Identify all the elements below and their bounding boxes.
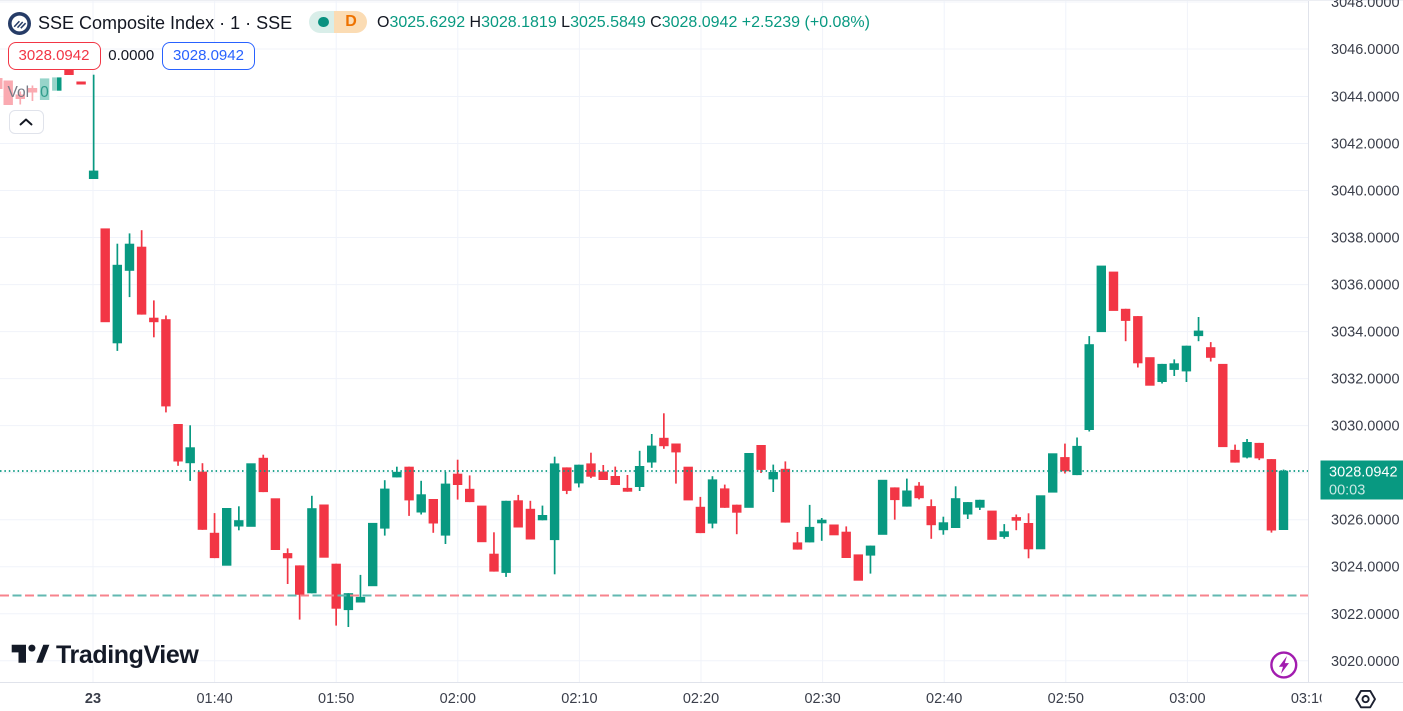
svg-text:3028.0942: 3028.0942: [1329, 465, 1398, 481]
svg-text:3046.0000: 3046.0000: [1331, 42, 1400, 58]
svg-text:02:50: 02:50: [1048, 691, 1084, 707]
svg-text:00:03: 00:03: [1329, 483, 1365, 499]
svg-text:02:40: 02:40: [926, 691, 962, 707]
svg-text:01:50: 01:50: [318, 691, 354, 707]
svg-text:3022.0000: 3022.0000: [1331, 607, 1400, 623]
svg-text:3048.0000: 3048.0000: [1331, 0, 1400, 11]
svg-text:02:10: 02:10: [561, 691, 597, 707]
svg-text:3034.0000: 3034.0000: [1331, 325, 1400, 341]
svg-text:3038.0000: 3038.0000: [1331, 231, 1400, 247]
svg-text:23: 23: [85, 691, 101, 707]
svg-text:3026.0000: 3026.0000: [1331, 513, 1400, 529]
svg-text:01:40: 01:40: [196, 691, 232, 707]
svg-text:02:30: 02:30: [804, 691, 840, 707]
svg-text:02:00: 02:00: [440, 691, 476, 707]
svg-text:03:00: 03:00: [1169, 691, 1205, 707]
svg-text:TradingView: TradingView: [56, 641, 199, 669]
svg-text:3036.0000: 3036.0000: [1331, 278, 1400, 294]
svg-text:3044.0000: 3044.0000: [1331, 90, 1400, 106]
svg-text:3020.0000: 3020.0000: [1331, 654, 1400, 670]
svg-text:3024.0000: 3024.0000: [1331, 560, 1400, 576]
svg-text:3042.0000: 3042.0000: [1331, 137, 1400, 153]
svg-text:3032.0000: 3032.0000: [1331, 372, 1400, 388]
svg-text:03:10: 03:10: [1291, 691, 1327, 707]
svg-text:3030.0000: 3030.0000: [1331, 419, 1400, 435]
svg-text:3040.0000: 3040.0000: [1331, 184, 1400, 200]
svg-text:02:20: 02:20: [683, 691, 719, 707]
